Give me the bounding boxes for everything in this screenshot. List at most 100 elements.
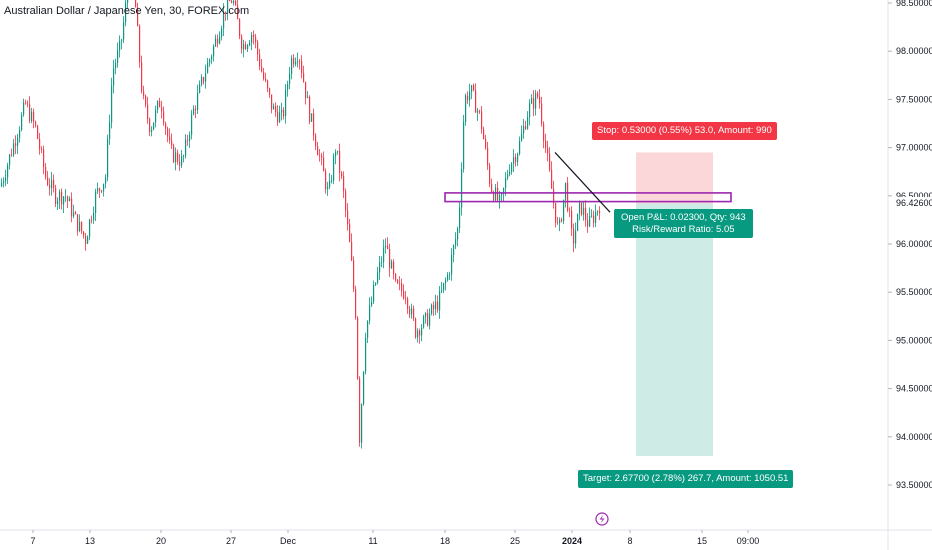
candle[interactable] [337, 150, 339, 155]
open-pnl-label[interactable]: Open P&L: 0.02300, Qty: 943 Risk/Reward … [614, 209, 753, 238]
candle[interactable] [297, 52, 299, 68]
candle[interactable] [265, 72, 267, 83]
candle[interactable] [113, 59, 115, 94]
candle[interactable] [515, 153, 517, 167]
candle[interactable] [307, 91, 309, 99]
candle[interactable] [237, 0, 239, 20]
candle[interactable] [451, 248, 453, 281]
candle[interactable] [19, 126, 21, 143]
candle[interactable] [397, 278, 399, 285]
candle[interactable] [69, 196, 71, 202]
candle[interactable] [75, 210, 77, 215]
candle[interactable] [433, 301, 435, 317]
candle[interactable] [13, 139, 15, 157]
candle[interactable] [43, 145, 45, 175]
candle[interactable] [393, 259, 395, 280]
candle[interactable] [529, 99, 531, 126]
candle[interactable] [105, 174, 107, 189]
candle[interactable] [161, 100, 163, 119]
candle[interactable] [561, 217, 563, 223]
candle[interactable] [111, 77, 113, 129]
candle[interactable] [439, 285, 441, 319]
candle[interactable] [485, 134, 487, 150]
candle[interactable] [383, 239, 385, 269]
candle[interactable] [97, 182, 99, 194]
candle[interactable] [123, 16, 125, 43]
candle[interactable] [347, 203, 349, 231]
candle[interactable] [295, 57, 297, 67]
support-zone-rectangle[interactable] [444, 192, 732, 203]
candle[interactable] [503, 187, 505, 202]
candle[interactable] [363, 371, 365, 406]
candle[interactable] [531, 94, 533, 105]
candle[interactable] [547, 140, 549, 162]
candlestick-series[interactable] [1, 0, 601, 449]
candle[interactable] [489, 163, 491, 188]
candle[interactable] [323, 151, 325, 172]
candle[interactable] [381, 256, 383, 268]
candle[interactable] [569, 207, 571, 218]
candle[interactable] [579, 200, 581, 221]
candle[interactable] [455, 232, 457, 250]
candle[interactable] [587, 213, 589, 233]
candle[interactable] [231, 0, 233, 4]
candle[interactable] [169, 128, 171, 144]
candle[interactable] [339, 143, 341, 182]
candle[interactable] [505, 171, 507, 196]
candle[interactable] [417, 328, 419, 343]
candle[interactable] [279, 105, 281, 123]
candle[interactable] [387, 237, 389, 250]
candle[interactable] [343, 171, 345, 199]
candle[interactable] [259, 48, 261, 71]
candle[interactable] [513, 149, 515, 173]
trendline[interactable] [554, 152, 611, 213]
candle[interactable] [429, 308, 431, 330]
candle[interactable] [117, 42, 119, 68]
candle[interactable] [211, 54, 213, 65]
candle[interactable] [45, 163, 47, 180]
candle[interactable] [541, 96, 543, 127]
candle[interactable] [415, 317, 417, 339]
candle[interactable] [553, 180, 555, 209]
candle[interactable] [299, 58, 301, 70]
candle[interactable] [405, 291, 407, 305]
candle[interactable] [135, 0, 137, 8]
candle[interactable] [563, 199, 565, 225]
candle[interactable] [419, 328, 421, 344]
candle[interactable] [581, 202, 583, 217]
candle[interactable] [121, 38, 123, 50]
candle[interactable] [557, 216, 559, 225]
take-profit-zone[interactable] [636, 203, 713, 457]
candle[interactable] [517, 152, 519, 167]
candle[interactable] [391, 259, 393, 269]
candle[interactable] [151, 126, 153, 137]
candle[interactable] [447, 272, 449, 282]
candle[interactable] [35, 120, 37, 128]
candle[interactable] [197, 84, 199, 114]
candle[interactable] [567, 176, 569, 213]
candle[interactable] [525, 120, 527, 130]
candle[interactable] [253, 30, 255, 45]
candle[interactable] [281, 102, 283, 121]
candle[interactable] [377, 266, 379, 285]
candle[interactable] [223, 3, 225, 37]
candle[interactable] [273, 103, 275, 110]
candle[interactable] [289, 66, 291, 89]
candle[interactable] [9, 153, 11, 170]
candle[interactable] [89, 218, 91, 241]
candle[interactable] [583, 201, 585, 221]
candle[interactable] [291, 55, 293, 80]
candle[interactable] [351, 233, 353, 262]
candle[interactable] [167, 126, 169, 143]
candle[interactable] [277, 105, 279, 126]
candle[interactable] [175, 147, 177, 171]
candle[interactable] [145, 94, 147, 108]
candle[interactable] [41, 146, 43, 154]
candle[interactable] [559, 217, 561, 232]
stop-loss-zone[interactable] [636, 152, 713, 204]
candle[interactable] [261, 59, 263, 73]
candle[interactable] [31, 107, 33, 124]
candle[interactable] [87, 235, 89, 244]
candle[interactable] [141, 55, 143, 94]
